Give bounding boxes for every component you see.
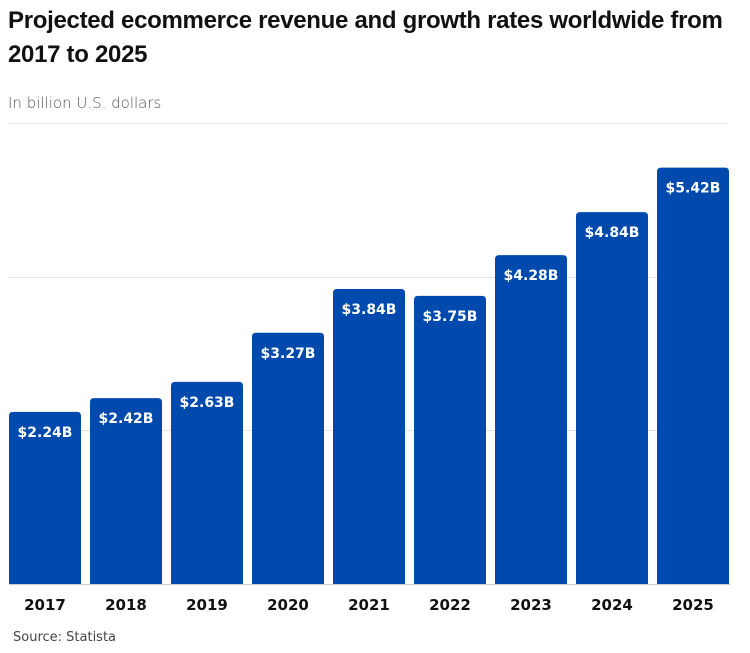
data-label-2022: $3.75B (423, 309, 478, 325)
bar-2022 (414, 295, 486, 584)
bar-2018 (90, 398, 162, 584)
data-label-2018: $2.42B (99, 411, 154, 427)
bar-2025 (657, 167, 729, 584)
x-tick-2021: 2021 (348, 596, 390, 614)
bar-2024 (576, 212, 648, 585)
x-tick-2024: 2024 (591, 596, 633, 614)
data-labels: $2.24B $2.42B $2.63B $3.27B $3.84B $3.75B $4.2… (18, 181, 721, 441)
data-label-2020: $3.27B (261, 346, 316, 362)
bar-2019 (171, 381, 243, 584)
bar-2017 (9, 411, 81, 584)
x-tick-2017: 2017 (24, 596, 66, 614)
x-tick-2018: 2018 (105, 596, 147, 614)
data-label-2024: $4.84B (585, 225, 640, 241)
chart-title: Projected ecommerce revenue and growth r… (8, 7, 723, 68)
data-label-2021: $3.84B (342, 302, 397, 318)
data-label-2025: $5.42B (666, 181, 721, 197)
bars (9, 167, 729, 585)
x-tick-2023: 2023 (510, 596, 552, 614)
bar-2023 (495, 255, 567, 585)
x-tick-2019: 2019 (186, 596, 228, 614)
bar-2020 (252, 332, 324, 584)
x-tick-2022: 2022 (429, 596, 471, 614)
x-tick-2025: 2025 (672, 596, 714, 614)
source-note: Source: Statista (13, 630, 117, 645)
data-label-2019: $2.63B (180, 395, 235, 411)
data-label-2023: $4.28B (504, 268, 559, 284)
x-tick-2020: 2020 (267, 596, 309, 614)
bar-2021 (333, 288, 405, 584)
data-label-2017: $2.24B (18, 425, 73, 441)
x-axis-ticks: 2017 2018 2019 2020 2021 2022 2023 2024 2025 (24, 596, 714, 614)
chart-subtitle: In billion U.S. dollars (8, 94, 162, 112)
